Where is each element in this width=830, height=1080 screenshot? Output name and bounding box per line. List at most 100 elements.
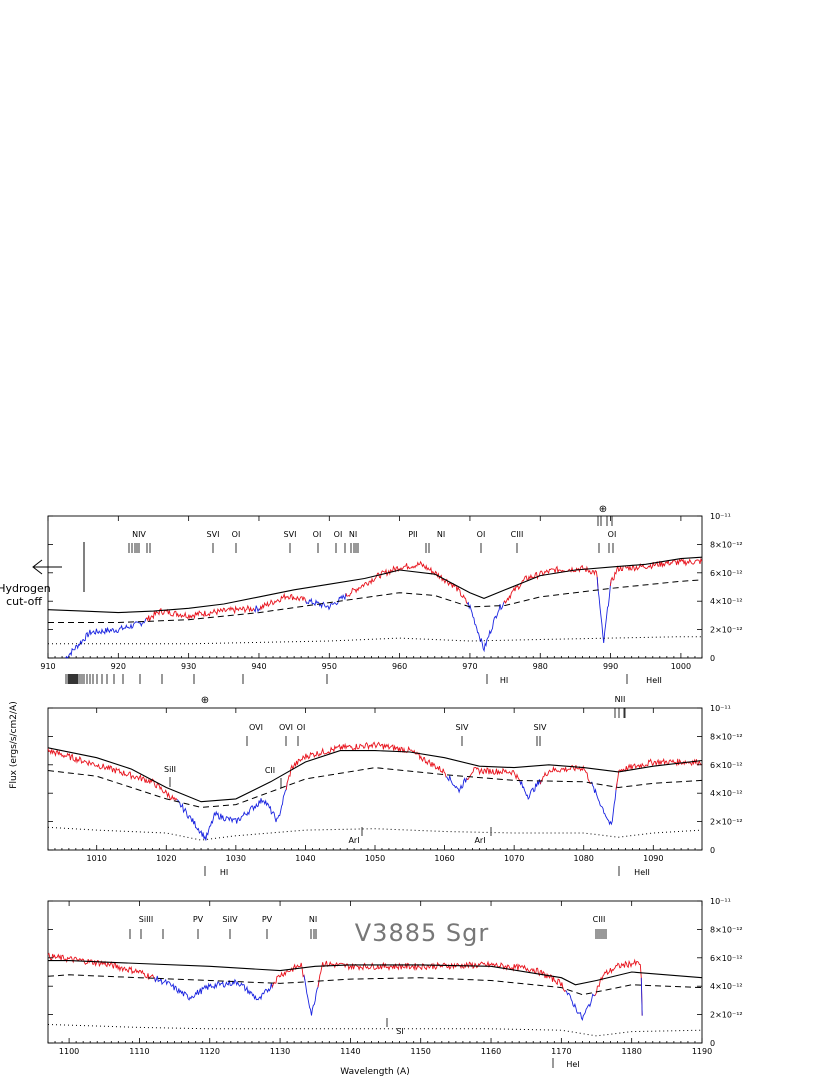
x-tick-label: 1100	[59, 1047, 79, 1056]
line-id-svi-2: SVI	[284, 530, 297, 539]
observed-flux-segment	[305, 593, 348, 611]
y-tick-label: 10⁻¹¹	[710, 512, 731, 521]
y-tick-label: 8×10⁻¹²	[710, 925, 743, 934]
line-id-oi-4: OI	[477, 530, 486, 539]
line-id-hi-p2: HI	[220, 868, 228, 877]
observed-flux-segment	[303, 975, 320, 1016]
model-line	[47, 556, 703, 614]
y-tick-label: 0	[710, 1039, 715, 1048]
panel-1: 910 920 930 940 950 960 970 980 990 1000 0 2×10⁻¹² 4…	[40, 512, 742, 685]
line-id-hei: HeI	[566, 1060, 579, 1069]
line-id-siiii-ticks	[129, 929, 164, 939]
x-tick-label: 930	[181, 662, 196, 671]
model-dashed-line	[48, 579, 703, 623]
y-tick-label: 0	[710, 654, 715, 663]
line-id-ari-2: ArI	[474, 836, 485, 845]
observed-flux-segment	[590, 781, 618, 826]
panel-3-ticks: 1100 1110 1120 1130 1140 1150 1160 1170 1180 1190…	[47, 897, 743, 1056]
panel-2: 1010 1020 1030 1040 1050 1060 1070 1080 1090 0 2×1…	[47, 695, 743, 877]
line-id-ciii-p3: CIII	[593, 915, 606, 924]
observed-flux-segment	[65, 617, 148, 659]
line-id-oi-5: OI	[608, 530, 617, 539]
cutoff-label: cut-off	[6, 595, 42, 608]
x-tick-label: 1060	[434, 854, 454, 863]
x-tick-label: 940	[251, 662, 266, 671]
line-id-niv: NIV	[132, 530, 146, 539]
earth-symbol-panel1: ⊕	[599, 504, 607, 515]
observed-flux-segment	[609, 557, 703, 586]
observed-flux-segment	[503, 564, 599, 605]
line-id-siv: SIV	[456, 723, 469, 732]
line-id-ovi-2: OVI	[279, 723, 293, 732]
line-id-ciii: CIII	[511, 530, 524, 539]
line-id-pii-tick	[425, 543, 430, 553]
model-line	[47, 747, 703, 803]
model-dashed-line	[47, 974, 703, 996]
model-dashed-line	[47, 767, 703, 808]
line-id-ni-ticks	[350, 543, 359, 553]
model-dotted-line	[47, 826, 703, 841]
panel-1-ticks: 910 920 930 940 950 960 970 980 990 1000 0 2×10⁻¹² 4…	[40, 512, 742, 671]
x-tick-label: 910	[40, 662, 55, 671]
line-id-ni: NI	[349, 530, 357, 539]
y-tick-label: 2×10⁻¹²	[710, 1011, 743, 1020]
x-tick-label: 960	[392, 662, 407, 671]
y-tick-label: 8×10⁻¹²	[710, 540, 743, 549]
y-tick-label: 4×10⁻¹²	[710, 982, 743, 991]
y-tick-label: 6×10⁻¹²	[710, 761, 743, 770]
line-id-oi-2: OI	[313, 530, 322, 539]
line-id-siiii: SiIII	[139, 915, 153, 924]
lyman-series-ticks	[65, 674, 488, 684]
model-dotted-line	[47, 1024, 703, 1037]
line-id-ni-p3: NI	[309, 915, 317, 924]
line-id-siii: SiII	[164, 765, 176, 774]
line-id-heii: HeII	[646, 676, 662, 685]
line-id-siv-2: SIV	[534, 723, 547, 732]
observed-flux-segment	[285, 741, 447, 790]
y-tick-label: 4×10⁻¹²	[710, 597, 743, 606]
cutoff-arrow-head	[32, 559, 43, 575]
x-tick-label: 1190	[692, 1047, 712, 1056]
line-id-oi-5-ticks	[597, 516, 614, 553]
y-tick-label: 6×10⁻¹²	[710, 569, 743, 578]
hydrogen-cutoff-annotation: Hydrogen cut-off	[0, 542, 85, 608]
star-name: V3885 Sgr	[355, 919, 489, 947]
observed-flux-segment	[594, 958, 643, 1016]
line-id-svi: SVI	[207, 530, 220, 539]
observed-flux-segment	[145, 604, 256, 622]
x-tick-label: 1000	[671, 662, 691, 671]
observed-flux-segment	[345, 560, 469, 605]
line-id-niv-ticks	[128, 543, 151, 553]
line-id-pv-2: PV	[262, 915, 273, 924]
line-id-hi: HI	[500, 676, 508, 685]
y-tick-label: 8×10⁻¹²	[710, 732, 743, 741]
panel-1-data	[47, 556, 703, 659]
earth-symbol-panel2: ⊕	[201, 695, 209, 706]
x-tick-label: 1040	[295, 854, 315, 863]
line-id-ni-p3-ticks	[310, 929, 317, 939]
line-id-oi-3: OI	[334, 530, 343, 539]
observed-flux-segment	[47, 952, 156, 982]
line-id-oi-3-tick	[335, 543, 346, 553]
line-id-ni-2: NI	[437, 530, 445, 539]
line-id-si: SI	[396, 1027, 403, 1036]
observed-flux-segment	[445, 775, 468, 794]
x-tick-label: 950	[322, 662, 337, 671]
y-tick-label: 6×10⁻¹²	[710, 954, 743, 963]
x-tick-label: 1070	[504, 854, 524, 863]
line-id-ovi: OVI	[249, 723, 263, 732]
observed-flux-segment	[317, 960, 567, 992]
panel-2-data	[47, 741, 703, 841]
line-id-ciii-p3-ticks	[595, 929, 607, 939]
panel-1-line-ids: NIV SVI OI SVI OI OI NI PII NI OI CIII O…	[65, 516, 662, 685]
x-tick-label: 1080	[574, 854, 594, 863]
x-tick-label: 1140	[340, 1047, 360, 1056]
x-tick-label: 1110	[129, 1047, 149, 1056]
observed-flux-segment	[466, 600, 506, 653]
x-tick-label: 990	[603, 662, 618, 671]
x-tick-label: 1170	[551, 1047, 571, 1056]
hydrogen-label: Hydrogen	[0, 582, 51, 595]
panel-2-line-ids: SiII OVI CII OVI OI SIV SIV NII ArI ArI …	[164, 695, 650, 877]
line-id-oi-p2: OI	[297, 723, 306, 732]
